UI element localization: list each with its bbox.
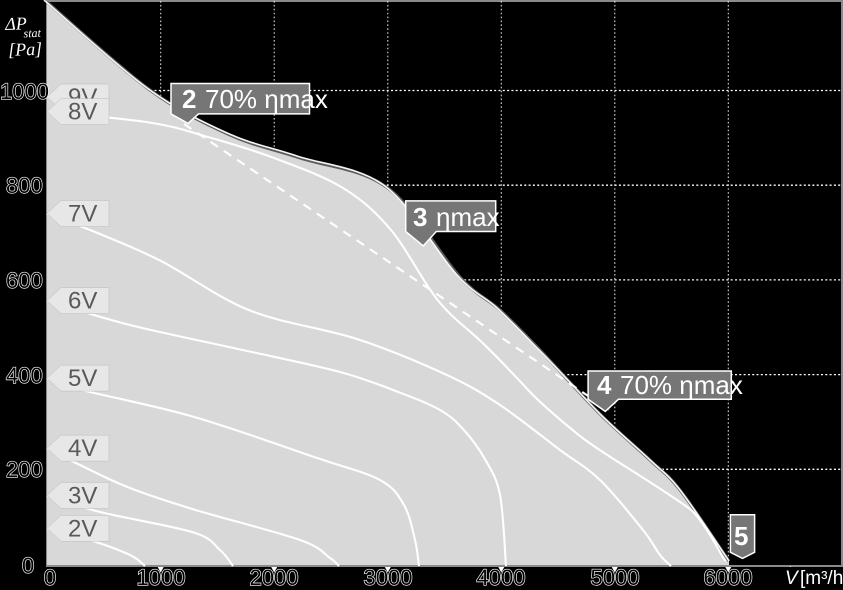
svg-text:3V: 3V bbox=[68, 483, 97, 510]
svg-text:5000: 5000 bbox=[591, 565, 640, 590]
svg-text:1000: 1000 bbox=[0, 79, 49, 104]
svg-text:3: 3 bbox=[413, 202, 427, 232]
svg-text:3000: 3000 bbox=[364, 565, 413, 590]
svg-text:70% ηmax: 70% ηmax bbox=[620, 370, 743, 400]
svg-text:2V: 2V bbox=[68, 515, 97, 542]
svg-text:6000: 6000 bbox=[704, 565, 753, 590]
svg-text:2000: 2000 bbox=[250, 565, 299, 590]
svg-text:[m³/h]: [m³/h] bbox=[800, 568, 843, 589]
svg-text:5V: 5V bbox=[68, 365, 97, 392]
svg-text:2: 2 bbox=[182, 84, 196, 114]
svg-text:400: 400 bbox=[6, 363, 43, 388]
svg-text:1000: 1000 bbox=[137, 565, 186, 590]
svg-text:4: 4 bbox=[597, 370, 612, 400]
svg-text:8V: 8V bbox=[68, 99, 97, 126]
svg-text:6V: 6V bbox=[68, 288, 97, 315]
svg-text:600: 600 bbox=[6, 268, 43, 293]
svg-text:[Pa]: [Pa] bbox=[8, 39, 43, 60]
svg-text:5: 5 bbox=[734, 521, 748, 551]
svg-text:800: 800 bbox=[6, 173, 43, 198]
svg-text:ηmax: ηmax bbox=[436, 202, 500, 232]
svg-text:4V: 4V bbox=[68, 435, 97, 462]
svg-text:0: 0 bbox=[22, 553, 34, 578]
svg-text:4000: 4000 bbox=[477, 565, 526, 590]
svg-text:70% ηmax: 70% ηmax bbox=[205, 84, 328, 114]
svg-text:0: 0 bbox=[44, 565, 56, 590]
svg-text:7V: 7V bbox=[68, 201, 97, 228]
svg-text:200: 200 bbox=[6, 457, 43, 482]
svg-text:˙: ˙ bbox=[789, 565, 793, 577]
